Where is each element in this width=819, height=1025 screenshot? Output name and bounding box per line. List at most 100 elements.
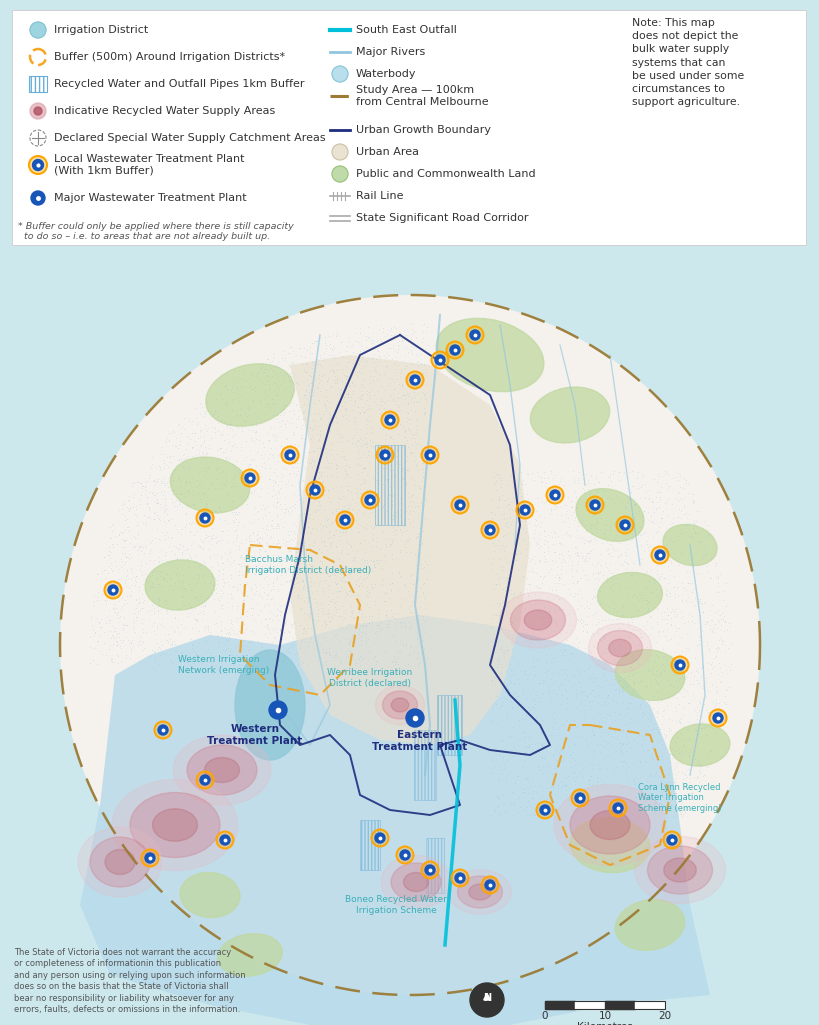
Ellipse shape (663, 858, 695, 882)
FancyBboxPatch shape (12, 10, 805, 245)
Circle shape (332, 144, 347, 160)
Circle shape (609, 800, 626, 817)
Circle shape (616, 517, 633, 533)
Circle shape (586, 496, 603, 514)
Circle shape (400, 850, 410, 860)
Circle shape (379, 450, 390, 460)
Circle shape (484, 525, 495, 535)
Text: Note: This map
does not depict the
bulk water supply
systems that can
be used un: Note: This map does not depict the bulk … (631, 18, 744, 108)
Text: Boneo Recycled Water
Irrigation Scheme: Boneo Recycled Water Irrigation Scheme (345, 895, 446, 914)
Text: Buffer (500m) Around Irrigation Districts*: Buffer (500m) Around Irrigation District… (54, 52, 285, 62)
Text: Study Area — 100km
from Central Melbourne: Study Area — 100km from Central Melbourn… (355, 85, 488, 107)
Circle shape (145, 853, 155, 863)
Ellipse shape (152, 809, 197, 842)
Circle shape (651, 546, 667, 564)
Circle shape (361, 492, 378, 508)
Ellipse shape (468, 884, 491, 900)
Circle shape (516, 501, 533, 519)
Bar (426, 837, 443, 893)
Circle shape (405, 709, 423, 727)
Text: 0: 0 (541, 1011, 548, 1021)
Text: Cora Lynn Recycled
Water Irrigation
Scheme (emerging): Cora Lynn Recycled Water Irrigation Sche… (637, 783, 721, 813)
Ellipse shape (608, 640, 631, 657)
Ellipse shape (187, 745, 256, 795)
Ellipse shape (90, 837, 150, 887)
Text: Urban Area: Urban Area (355, 147, 419, 157)
Circle shape (674, 660, 684, 670)
Ellipse shape (436, 319, 543, 392)
Circle shape (574, 793, 584, 803)
Circle shape (385, 415, 395, 425)
Circle shape (545, 487, 563, 503)
Circle shape (197, 509, 213, 527)
Circle shape (484, 880, 495, 890)
Ellipse shape (180, 872, 240, 917)
Circle shape (550, 490, 559, 500)
Text: Declared Special Water Supply Catchment Areas: Declared Special Water Supply Catchment … (54, 133, 325, 144)
Circle shape (713, 713, 722, 723)
Ellipse shape (217, 934, 282, 976)
Circle shape (424, 865, 434, 875)
Circle shape (216, 831, 233, 849)
Bar (414, 730, 436, 800)
Circle shape (434, 355, 445, 365)
Ellipse shape (206, 364, 294, 426)
Ellipse shape (614, 900, 684, 950)
Circle shape (469, 983, 504, 1017)
Bar (360, 820, 379, 870)
Circle shape (60, 295, 759, 995)
Text: N: N (482, 993, 491, 1003)
Circle shape (142, 850, 158, 866)
Ellipse shape (597, 572, 662, 618)
Bar (634, 1001, 664, 1009)
Circle shape (590, 500, 600, 510)
Text: 10: 10 (598, 1011, 611, 1021)
Circle shape (332, 166, 347, 182)
Ellipse shape (448, 869, 511, 914)
Circle shape (245, 473, 255, 483)
Circle shape (285, 450, 295, 460)
Circle shape (154, 722, 171, 738)
Text: * Buffer could only be applied where there is still capacity
  to do so – i.e. t: * Buffer could only be applied where the… (18, 222, 293, 242)
Circle shape (371, 829, 388, 847)
Ellipse shape (130, 792, 219, 858)
Bar (374, 445, 405, 525)
Ellipse shape (403, 872, 428, 892)
Ellipse shape (78, 827, 162, 897)
Circle shape (654, 550, 664, 560)
Ellipse shape (597, 630, 642, 665)
Circle shape (306, 482, 324, 498)
Circle shape (396, 847, 413, 863)
Circle shape (30, 22, 46, 38)
Ellipse shape (634, 836, 725, 904)
Circle shape (469, 330, 479, 340)
Circle shape (671, 656, 688, 673)
Circle shape (481, 522, 498, 538)
Circle shape (33, 160, 43, 170)
Ellipse shape (569, 817, 649, 872)
Circle shape (269, 701, 287, 719)
Text: Major Wastewater Treatment Plant: Major Wastewater Treatment Plant (54, 193, 247, 203)
Circle shape (450, 345, 459, 355)
Circle shape (200, 512, 210, 523)
Circle shape (281, 447, 298, 463)
Text: Rail Line: Rail Line (355, 191, 403, 201)
Text: Western Irrigation
Network (emerging): Western Irrigation Network (emerging) (178, 655, 269, 674)
Circle shape (424, 450, 434, 460)
Ellipse shape (381, 856, 450, 908)
Ellipse shape (662, 525, 716, 566)
Ellipse shape (588, 623, 651, 672)
Circle shape (663, 831, 680, 849)
Ellipse shape (391, 698, 408, 712)
Circle shape (406, 371, 423, 388)
Text: Indicative Recycled Water Supply Areas: Indicative Recycled Water Supply Areas (54, 106, 275, 116)
Text: Eastern
Treatment Plant: Eastern Treatment Plant (372, 730, 467, 751)
Circle shape (421, 447, 438, 463)
Text: Public and Commonwealth Land: Public and Commonwealth Land (355, 169, 535, 179)
Ellipse shape (530, 387, 609, 443)
Circle shape (31, 191, 45, 205)
Circle shape (158, 725, 168, 735)
Circle shape (219, 835, 229, 845)
Ellipse shape (647, 846, 712, 894)
Ellipse shape (554, 784, 665, 865)
